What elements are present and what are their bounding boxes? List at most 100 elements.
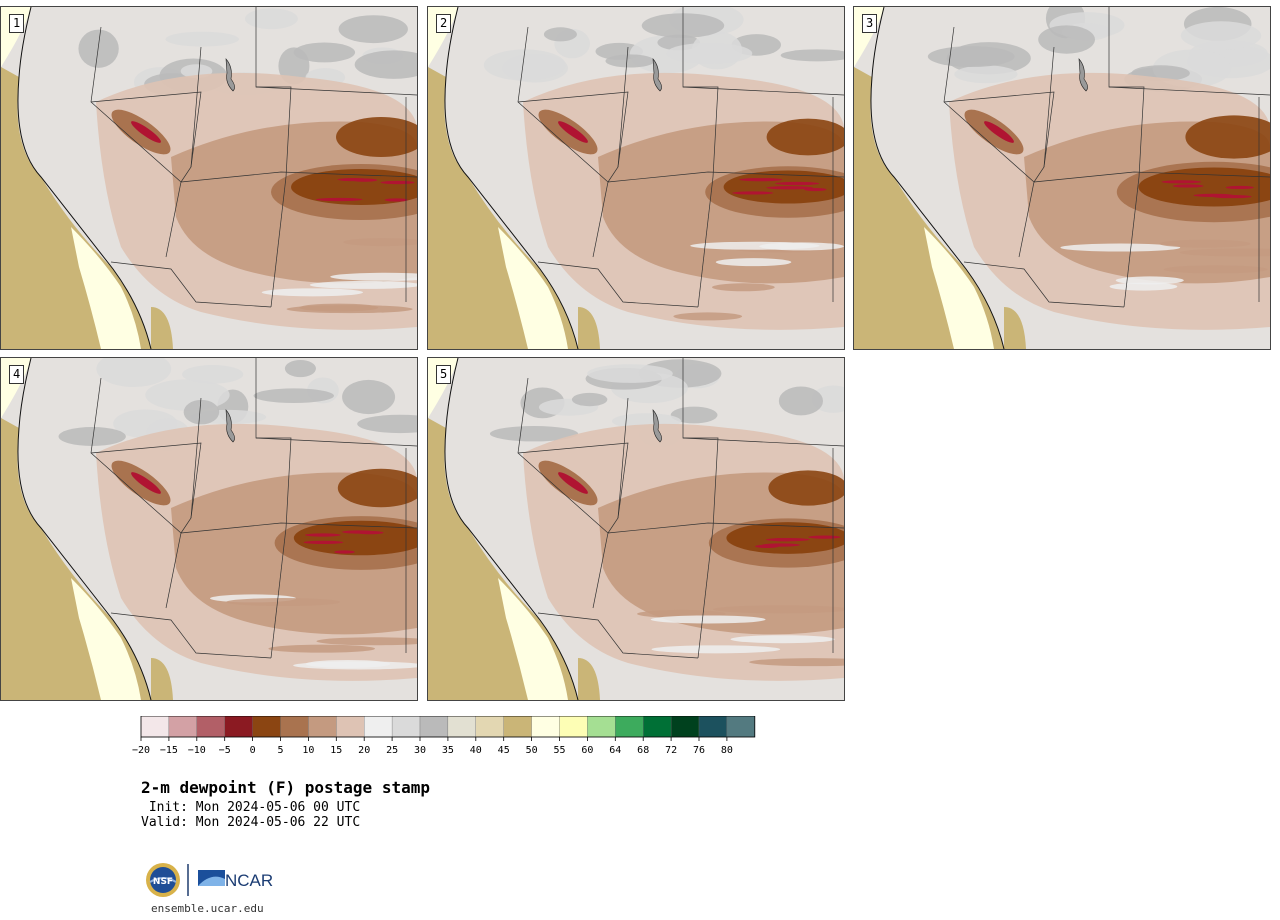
colorbar-tick-label: 25 <box>386 745 398 756</box>
panel-label: 1 <box>9 14 25 33</box>
colorbar-tick-label: 35 <box>442 745 454 756</box>
colorbar-bin <box>308 716 337 738</box>
moisture-band <box>650 615 766 624</box>
dry-patch <box>1038 25 1095 54</box>
dry-patch <box>253 388 334 404</box>
state-border <box>682 437 844 447</box>
state-border <box>697 176 714 308</box>
moisture-streak-red <box>304 533 341 537</box>
gulf-of-california <box>578 658 600 700</box>
nsf-logo-icon: NSF <box>146 863 180 897</box>
init-time: Init: Mon 2024-05-06 00 UTC <box>141 800 361 815</box>
state-border <box>517 91 629 168</box>
dry-patch <box>571 392 608 407</box>
moisture-band <box>749 658 844 667</box>
dry-patch <box>778 386 824 416</box>
colorbar-bin <box>726 716 755 738</box>
moisture-band <box>316 637 417 646</box>
moisture-streak-red <box>984 121 1014 143</box>
moisture-core-north <box>768 470 844 506</box>
dry-patch <box>165 31 239 47</box>
state-border <box>607 46 629 183</box>
colorbar-bin <box>587 716 616 738</box>
state-border <box>607 522 844 534</box>
colorbar-bin <box>615 716 644 738</box>
coastal-moisture-south <box>498 227 568 349</box>
plot-title: 2-m dewpoint (F) postage stamp <box>141 778 430 797</box>
colorbar-bin <box>503 716 532 738</box>
moisture-streak-red <box>739 178 783 182</box>
colorbar-bin <box>419 716 449 738</box>
coastline <box>17 7 152 349</box>
moisture-streak-red <box>770 538 798 542</box>
state-border <box>537 261 699 308</box>
panel-3: 3 <box>853 6 1271 350</box>
great-salt-lake <box>225 58 235 92</box>
coastal-moisture-south <box>498 578 568 700</box>
dry-patch <box>284 359 316 378</box>
colorbar-tick-label: 55 <box>553 745 565 756</box>
dewpoint-map <box>854 7 1270 349</box>
ncar-logo-text: NCAR <box>225 871 273 890</box>
state-border <box>943 26 1035 258</box>
state-border <box>90 442 202 519</box>
colorbar-tick-label: 60 <box>581 745 593 756</box>
moisture-streak-red <box>1193 193 1234 198</box>
colorbar-bin <box>698 716 728 738</box>
dry-patch <box>1180 21 1262 51</box>
dry-patch <box>244 8 298 30</box>
colorbar-tick-label: 0 <box>250 745 256 756</box>
great-salt-lake <box>225 409 235 443</box>
moisture-core-dark <box>291 169 417 205</box>
colorbar-bin <box>196 716 225 738</box>
moisture-band <box>651 645 781 654</box>
great-salt-lake <box>652 58 662 92</box>
moisture-band <box>286 305 413 314</box>
dry-patch <box>543 27 577 42</box>
coastal-moisture-south <box>71 578 141 700</box>
colorbar-tick-label: 76 <box>693 745 705 756</box>
colorbar-tick-label: −5 <box>219 745 231 756</box>
dry-patch <box>338 15 408 44</box>
state-border <box>1033 171 1270 183</box>
moisture-band <box>712 605 844 614</box>
moisture-band <box>673 312 743 321</box>
valid-time: Valid: Mon 2024-05-06 22 UTC <box>141 815 361 830</box>
moisture-band <box>1163 265 1268 274</box>
state-border <box>90 377 182 609</box>
dry-patch <box>182 364 244 384</box>
moisture-band <box>293 661 417 670</box>
moisture-streak-red <box>380 180 415 185</box>
dry-patch <box>58 427 126 446</box>
state-border <box>1108 7 1145 178</box>
state-border <box>1033 46 1055 183</box>
moisture-band <box>715 258 792 267</box>
colorbar-tick-label: 30 <box>414 745 426 756</box>
state-border <box>270 527 287 659</box>
state-border <box>682 86 844 96</box>
state-border <box>537 612 699 659</box>
colorbar-tick-label: −15 <box>160 745 178 756</box>
dry-patch <box>666 42 753 65</box>
website-url: ensemble.ucar.edu <box>151 902 264 915</box>
dry-patch <box>670 406 718 424</box>
colorbar-bin <box>168 716 197 738</box>
moisture-band <box>268 644 376 653</box>
colorbar-bin <box>252 716 281 738</box>
moisture-core-north <box>1185 115 1270 159</box>
state-border <box>180 46 202 183</box>
moisture-streak-red <box>775 181 820 186</box>
colorbar-bin <box>140 716 170 738</box>
great-salt-lake <box>652 409 662 443</box>
state-border <box>697 527 714 659</box>
dry-patch <box>927 46 1015 68</box>
dry-patch <box>354 50 417 79</box>
colorbar-bin <box>643 716 672 738</box>
moisture-streak-red <box>334 550 355 554</box>
colorbar-tick-label: 45 <box>498 745 510 756</box>
state-border <box>270 176 287 308</box>
moisture-core-north <box>766 118 844 156</box>
colorbar-tick-label: −10 <box>188 745 206 756</box>
colorbar-tick-label: 50 <box>526 745 538 756</box>
panel-5: 5 <box>427 357 845 701</box>
